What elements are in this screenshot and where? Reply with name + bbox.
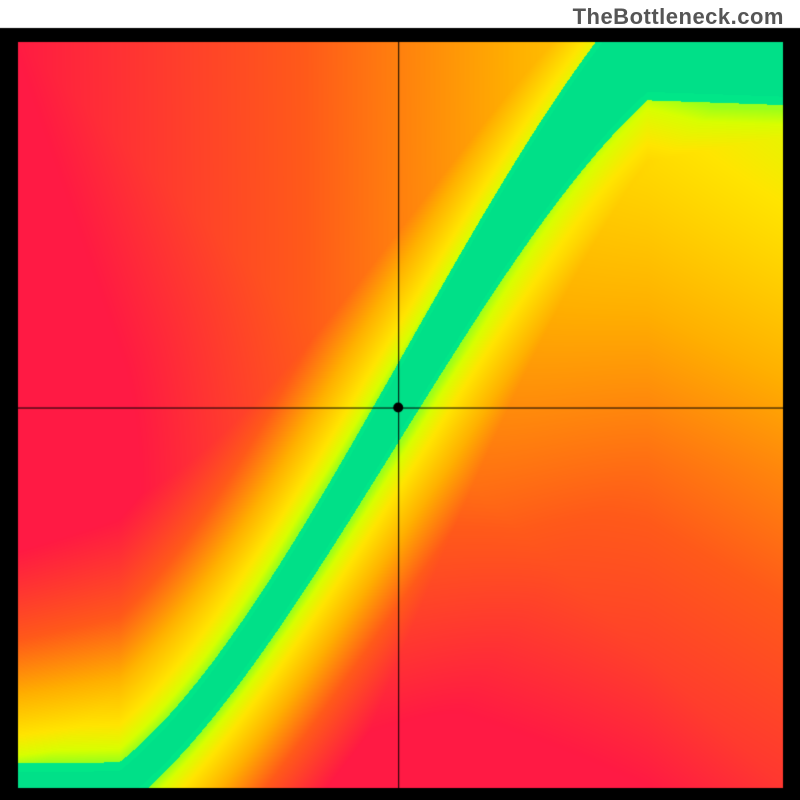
- chart-container: TheBottleneck.com: [0, 0, 800, 800]
- heatmap-canvas: [0, 0, 800, 800]
- watermark-text: TheBottleneck.com: [573, 4, 784, 30]
